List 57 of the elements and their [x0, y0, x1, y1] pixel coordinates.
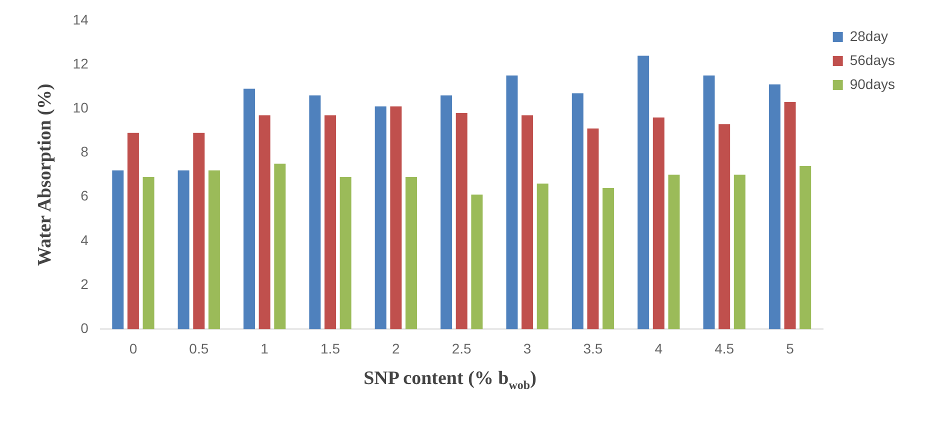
y-tick-label: 2 [80, 276, 89, 292]
bar [178, 170, 190, 330]
bar [572, 93, 584, 330]
bar [193, 132, 205, 330]
legend-label: 56days [850, 52, 896, 68]
bar [456, 113, 468, 330]
bar [768, 84, 780, 330]
bar [440, 95, 452, 330]
bar [112, 170, 124, 330]
y-tick-label: 8 [80, 144, 89, 160]
legend-label: 28day [850, 28, 888, 44]
y-tick-label: 14 [72, 11, 89, 28]
bar [340, 177, 352, 330]
bar [309, 95, 321, 330]
bar [324, 115, 336, 330]
bar [390, 106, 402, 330]
bar [258, 115, 270, 330]
bar [668, 174, 680, 330]
bar [587, 128, 599, 330]
bar [800, 166, 812, 330]
y-tick-label: 6 [80, 188, 89, 204]
bar [208, 170, 220, 330]
bar [718, 124, 730, 330]
y-tick-label: 4 [80, 232, 89, 248]
bar [703, 76, 715, 330]
bar [142, 177, 154, 330]
y-tick-label: 10 [72, 99, 89, 116]
x-tick-label: 5 [786, 340, 794, 356]
x-tick-label: 4.5 [714, 340, 734, 356]
x-tick-label: 4 [654, 340, 663, 356]
y-tick-label: 12 [72, 55, 89, 72]
x-tick-label: 1.5 [320, 340, 340, 356]
bar [127, 132, 139, 330]
bar [374, 106, 386, 330]
bar [602, 188, 614, 330]
x-tick-label: 2 [392, 340, 400, 356]
x-tick-label: 1 [260, 340, 269, 356]
bar [522, 115, 534, 330]
bar [244, 88, 255, 330]
x-tick-label: 3.5 [583, 340, 603, 356]
bar [734, 174, 746, 330]
x-tick-label: 2.5 [452, 340, 472, 356]
bar [406, 177, 418, 330]
x-axis-title: SNP content (% b$_{wob}$) [362, 368, 538, 393]
x-tick-label: 0 [129, 340, 138, 356]
legend-label: 90days [850, 76, 896, 92]
bar [652, 117, 664, 330]
bar [471, 194, 483, 330]
y-tick-label: 0 [80, 320, 89, 336]
y-axis-title: Water Absorption (%) [34, 84, 56, 266]
bar [274, 164, 286, 330]
x-tick-label: 3 [523, 340, 532, 356]
x-tick-label: 0.5 [189, 340, 209, 356]
bar [784, 102, 796, 330]
bar [506, 76, 518, 330]
bar [536, 184, 548, 330]
bar [638, 56, 650, 330]
